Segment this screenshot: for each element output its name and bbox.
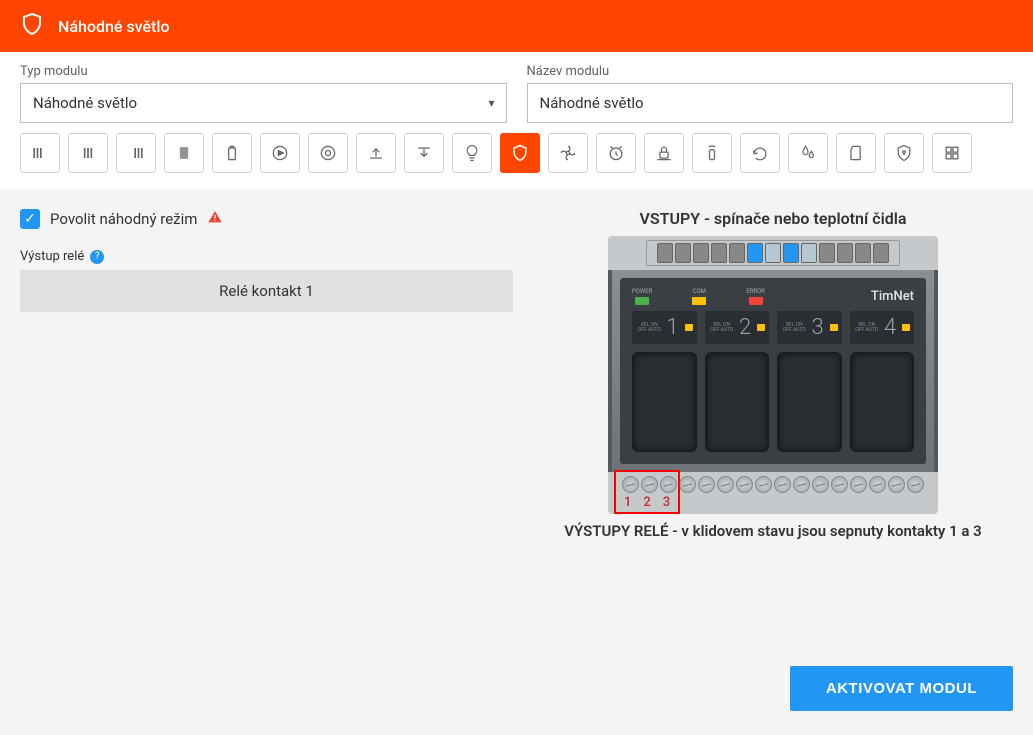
redo-icon[interactable] (740, 133, 780, 173)
warning-icon (207, 209, 223, 229)
name-field: Název modulu (527, 64, 1014, 123)
switch-3 (777, 352, 842, 452)
shield-icon-tile[interactable] (500, 133, 540, 173)
module-form-row: Typ modulu Náhodné světlo Název modulu (0, 52, 1033, 133)
outputs-caption: VÝSTUPY RELÉ - v klidovem stavu jsou sep… (533, 522, 1013, 540)
grid-icon[interactable] (932, 133, 972, 173)
info-icon[interactable]: ? (90, 250, 104, 264)
relay-output-label-row: Výstup relé ? (20, 249, 513, 264)
name-input[interactable] (527, 83, 1014, 123)
type-field: Typ modulu Náhodné světlo (20, 64, 507, 123)
name-label: Název modulu (527, 64, 1014, 79)
remote-icon[interactable] (692, 133, 732, 173)
switch-1 (632, 352, 697, 452)
enable-random-row: ✓ Povolit náhodný režim (20, 209, 513, 229)
fan-icon[interactable] (548, 133, 588, 173)
switch-2 (705, 352, 770, 452)
upload-icon[interactable] (356, 133, 396, 173)
module-icon[interactable] (164, 133, 204, 173)
download-icon[interactable] (404, 133, 444, 173)
module-type-icons (0, 133, 1033, 189)
shield-icon (20, 12, 44, 40)
page-title: Náhodné světlo (58, 17, 170, 36)
activate-module-button[interactable]: AKTIVOVAT MODUL (790, 666, 1013, 711)
target-icon[interactable] (308, 133, 348, 173)
enable-random-checkbox[interactable]: ✓ (20, 209, 40, 229)
relay-output-value[interactable]: Relé kontakt 1 (20, 270, 513, 312)
type-select[interactable]: Náhodné světlo (20, 83, 507, 123)
relay-output-label: Výstup relé (20, 249, 84, 264)
enable-random-label: Povolit náhodný režim (50, 210, 197, 228)
footer: AKTIVOVAT MODUL (0, 649, 1033, 735)
sdcard-icon[interactable] (836, 133, 876, 173)
shield-lock-icon[interactable] (884, 133, 924, 173)
bars-left-icon[interactable] (20, 133, 60, 173)
type-label: Typ modulu (20, 64, 507, 79)
bars-mid-icon[interactable] (68, 133, 108, 173)
droplets-icon[interactable] (788, 133, 828, 173)
bars-right-icon[interactable] (116, 133, 156, 173)
device-brand: TimNet (871, 289, 914, 304)
bulb-icon[interactable] (452, 133, 492, 173)
play-circle-icon[interactable] (260, 133, 300, 173)
inputs-caption: VSTUPY - spínače nebo teplotní čidla (533, 209, 1013, 228)
alarm-clock-icon[interactable] (596, 133, 636, 173)
content-area: ✓ Povolit náhodný režim Výstup relé ? Re… (0, 189, 1033, 649)
page-header: Náhodné světlo (0, 0, 1033, 52)
battery-icon[interactable] (212, 133, 252, 173)
device-pane: VSTUPY - spínače nebo teplotní čidla POW… (533, 209, 1013, 629)
type-select-wrap: Náhodné světlo (20, 83, 507, 123)
settings-pane: ✓ Povolit náhodný režim Výstup relé ? Re… (20, 209, 513, 629)
lock-down-icon[interactable] (644, 133, 684, 173)
switch-4 (850, 352, 915, 452)
device-illustration: POWER COM ERROR TimNet REL ON OFF AUTO1 … (608, 236, 938, 514)
